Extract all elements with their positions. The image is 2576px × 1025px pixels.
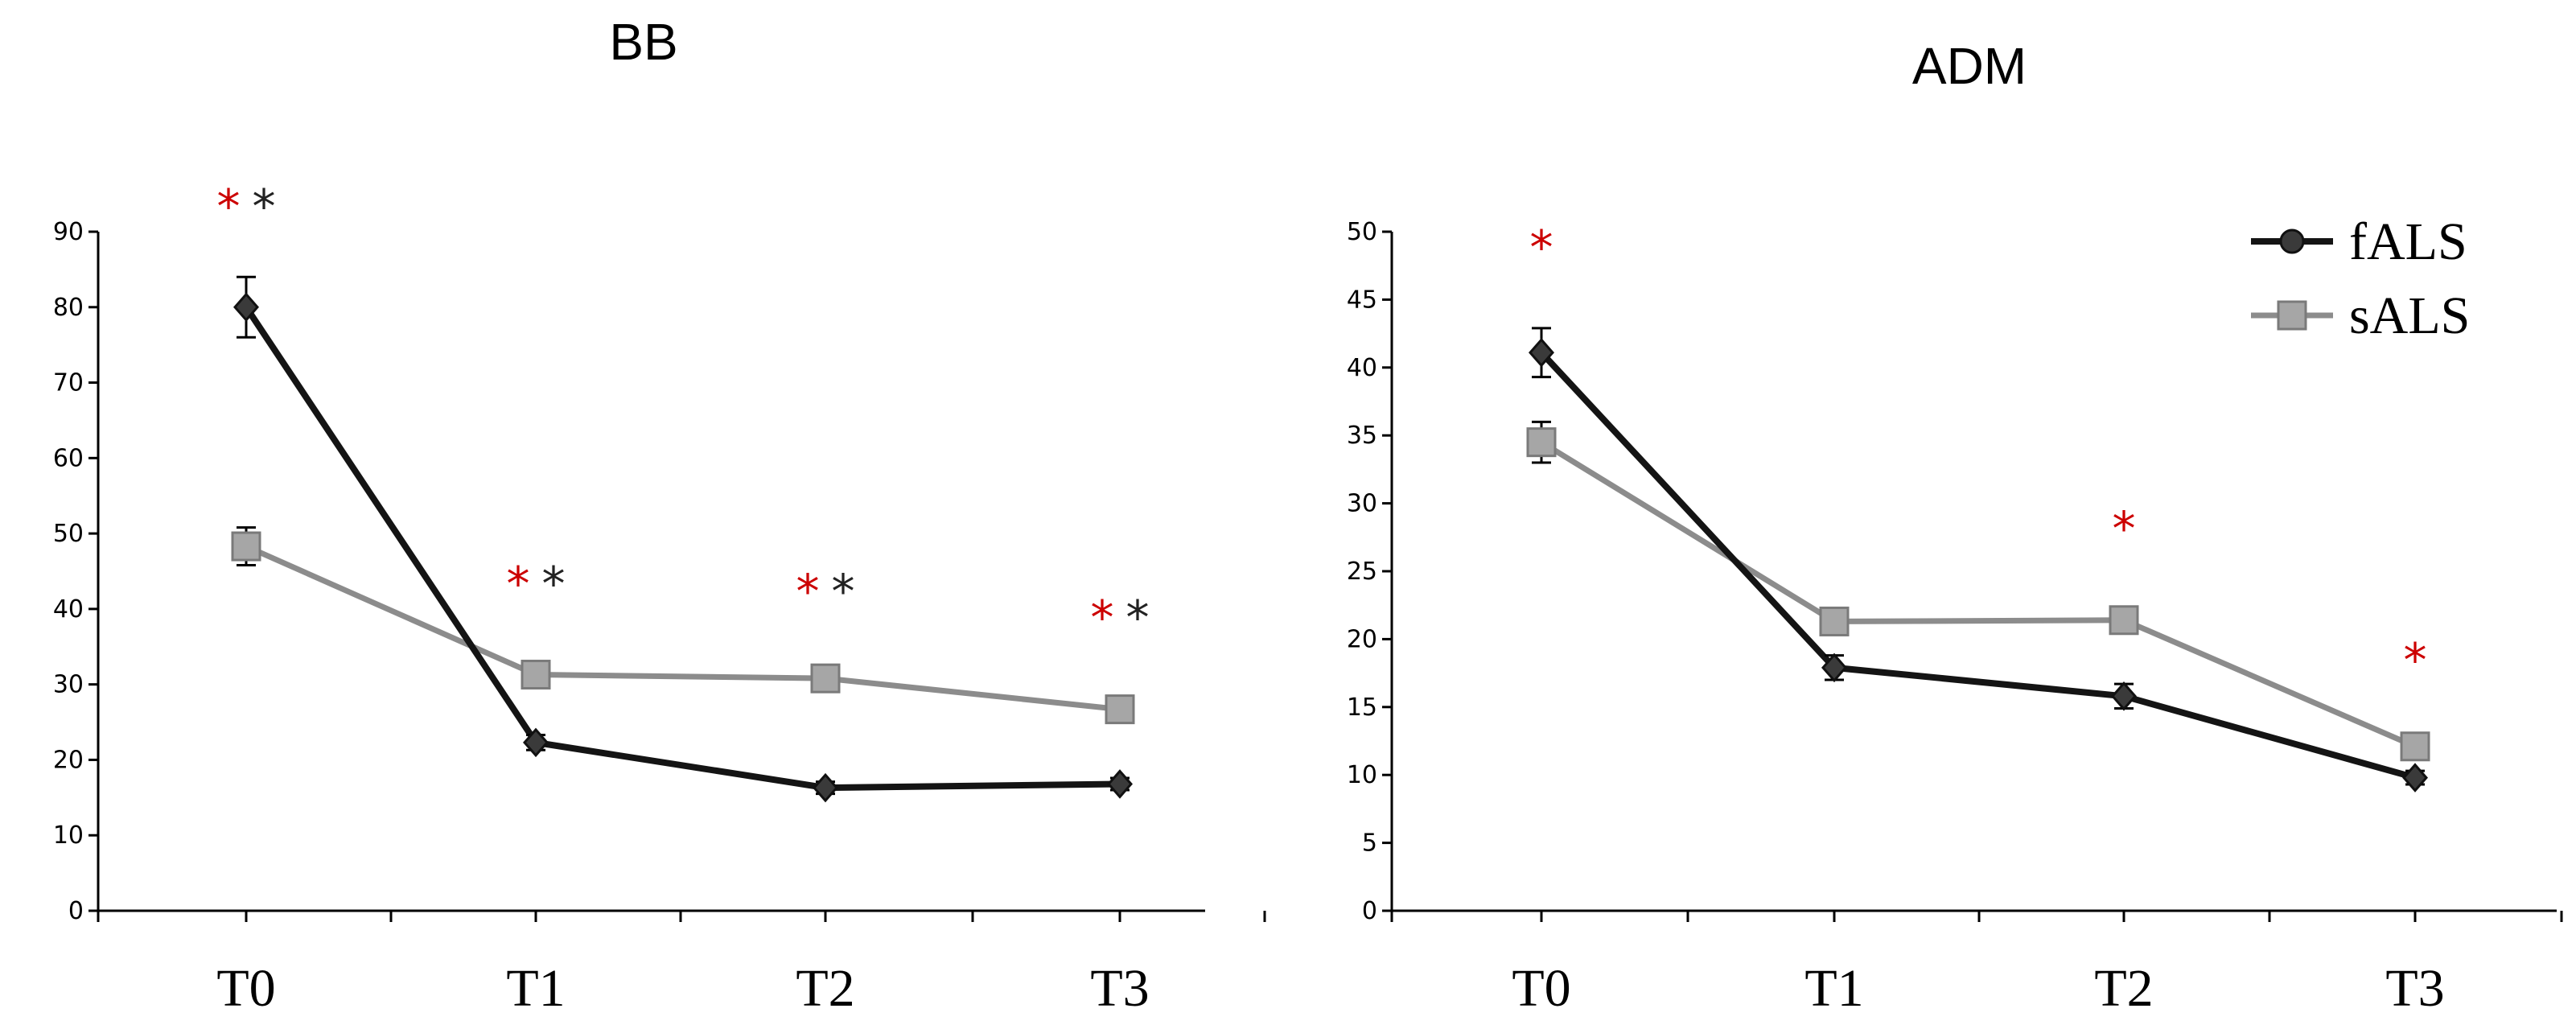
y-tick-label: 15 [1347,694,1377,722]
y-tick-label: 0 [1362,897,1377,925]
x-tick-label: T1 [506,959,565,1018]
x-tick-label: T2 [2094,959,2153,1018]
y-tick-label: 25 [1347,558,1377,586]
x-tick-label: T1 [1804,959,1863,1018]
data-point-sALS [2400,731,2430,762]
x-tick-label: T2 [796,959,854,1018]
y-tick-label: 35 [1347,422,1377,450]
x-tick-label: T3 [2385,959,2444,1018]
legend-label-fALS: fALS [2349,212,2467,271]
legend-marker-sALS [2277,300,2307,331]
chart-title: BB [609,13,677,71]
significance-star: * [542,556,566,611]
y-tick-label: 10 [1347,761,1377,789]
y-tick-label: 5 [1362,829,1377,858]
legend: fALS sALS [2251,212,2470,345]
x-tick-label: T0 [216,959,275,1018]
y-tick-label: 30 [1347,490,1377,518]
series-line-sALS [245,543,1121,713]
data-point-sALS [1819,606,1850,636]
data-point-sALS [2109,605,2139,636]
data-point-fALS [233,292,259,323]
series-line-fALS [1539,350,2417,781]
data-point-fALS [2111,681,2137,711]
chart-title: ADM [1912,37,2027,95]
y-tick-label: 45 [1347,286,1377,314]
data-point-fALS [1529,337,1554,368]
y-tick-label: 40 [1347,354,1377,382]
significance-star: * [1126,591,1150,645]
x-tick-label: T0 [1512,959,1570,1018]
data-point-sALS [231,531,261,562]
data-point-sALS [810,663,841,694]
legend-marker-fALS [2279,228,2305,254]
y-tick-label: 80 [53,294,84,322]
y-tick-label: 60 [53,444,84,472]
significance-star: * [832,564,855,619]
y-tick-label: 50 [1347,218,1377,246]
legend-label-sALS: sALS [2349,286,2470,345]
data-point-sALS [521,659,551,690]
data-point-fALS [523,727,549,758]
data-point-fALS [1821,652,1847,683]
y-tick-label: 30 [53,671,84,699]
y-tick-label: 90 [53,218,84,246]
data-point-sALS [1105,694,1135,725]
significance-star: * [217,179,241,233]
data-point-fALS [2402,763,2428,792]
data-point-sALS [1526,427,1557,458]
series-line-fALS [243,305,1121,792]
x-tick-label: T3 [1090,959,1149,1018]
significance-star: * [796,564,820,619]
y-tick-label: 20 [1347,625,1377,653]
significance-star: * [2113,501,2136,556]
significance-star: * [253,179,276,233]
data-point-fALS [1107,769,1133,799]
y-tick-label: 70 [53,369,84,397]
series-line-sALS [1540,439,2417,749]
significance-star: * [507,556,530,611]
significance-star: * [1530,220,1553,275]
y-tick-label: 0 [68,897,84,925]
significance-star: * [2404,633,2427,688]
y-tick-label: 50 [53,520,84,548]
chart-adm: ADM 0 5 10 15 20 25 30 35 40 45 50 T0 T1 T2 T3 * * * [1347,37,2563,1018]
y-tick-label: 40 [53,595,84,624]
significance-star: * [1091,591,1114,645]
y-tick-label: 20 [53,746,84,774]
y-tick-label: 10 [53,821,84,850]
data-point-fALS [813,772,838,803]
